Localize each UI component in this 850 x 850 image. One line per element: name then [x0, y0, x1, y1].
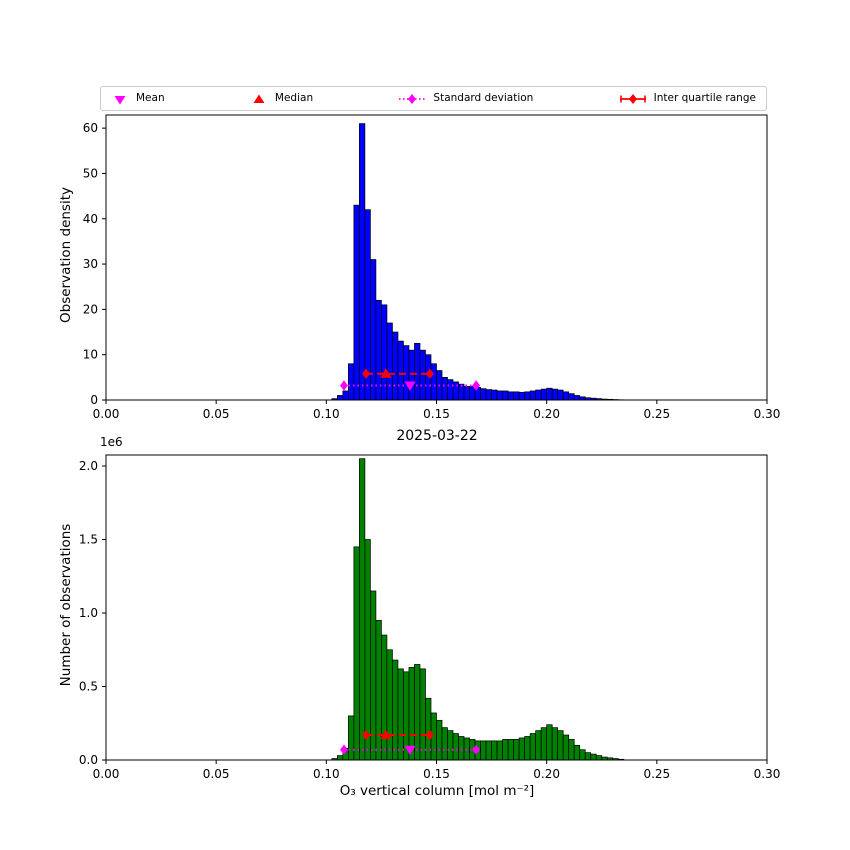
- y-axis-scale-offset: 1e6: [100, 435, 123, 449]
- svg-text:0.30: 0.30: [754, 407, 781, 421]
- svg-text:0.15: 0.15: [423, 767, 450, 781]
- y-axis-label-top: Observation density: [58, 187, 74, 323]
- svg-text:0.25: 0.25: [643, 767, 670, 781]
- svg-text:0.10: 0.10: [313, 767, 340, 781]
- svg-text:20: 20: [83, 302, 98, 316]
- svg-text:40: 40: [83, 212, 98, 226]
- svg-text:60: 60: [83, 121, 98, 135]
- std-deviation-icon: [399, 93, 426, 104]
- legend-item-median: Median: [250, 92, 313, 106]
- mean-triangle-down-icon: [114, 95, 126, 104]
- svg-text:50: 50: [83, 166, 98, 180]
- legend-item-mean: Mean: [111, 92, 165, 106]
- svg-text:30: 30: [83, 257, 98, 271]
- svg-text:1.5: 1.5: [79, 533, 98, 547]
- svg-text:0.10: 0.10: [313, 407, 340, 421]
- svg-text:0.0: 0.0: [79, 753, 98, 767]
- svg-text:0.20: 0.20: [533, 407, 560, 421]
- svg-text:0.00: 0.00: [93, 767, 120, 781]
- svg-text:0.30: 0.30: [754, 767, 781, 781]
- svg-text:0.20: 0.20: [533, 767, 560, 781]
- svg-text:0.05: 0.05: [203, 407, 230, 421]
- y-axis-label-bottom: Number of observations: [58, 523, 74, 687]
- svg-text:10: 10: [83, 348, 98, 362]
- svg-text:0.15: 0.15: [423, 407, 450, 421]
- legend-item-std: Standard deviation: [398, 92, 533, 106]
- plot-title: 2025-03-22: [396, 428, 478, 444]
- legend-item-iqr: Inter quartile range: [619, 92, 756, 106]
- svg-text:0.5: 0.5: [79, 680, 98, 694]
- legend-label-mean: Mean: [136, 92, 165, 105]
- legend-label-std: Standard deviation: [433, 92, 534, 105]
- svg-text:0.00: 0.00: [93, 407, 120, 421]
- legend-label-median: Median: [274, 92, 314, 105]
- svg-text:2.0: 2.0: [79, 459, 98, 473]
- x-axis-label: O₃ vertical column [mol m⁻²]: [339, 783, 535, 799]
- inter-quartile-range-icon: [619, 93, 646, 104]
- svg-text:0.25: 0.25: [643, 407, 670, 421]
- legend-label-iqr: Inter quartile range: [653, 92, 756, 105]
- legend: Mean Median Standard deviation Inter qua…: [100, 86, 767, 111]
- svg-text:0: 0: [90, 393, 98, 407]
- svg-text:0.05: 0.05: [203, 767, 230, 781]
- median-triangle-up-icon: [253, 94, 265, 103]
- svg-text:1.0: 1.0: [79, 606, 98, 620]
